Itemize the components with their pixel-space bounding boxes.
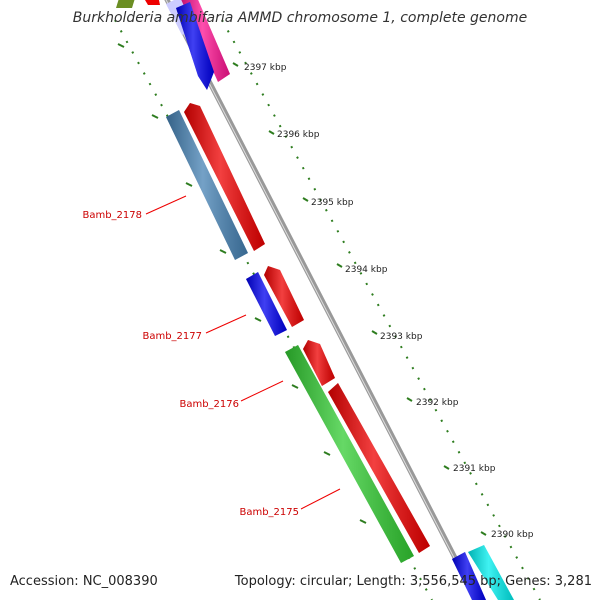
gene-green <box>285 345 414 563</box>
tick-label: 2392 kbp <box>416 398 459 408</box>
tick-labels: 2397 kbp 2396 kbp 2395 kbp 2394 kbp 2393… <box>244 63 534 540</box>
summary-text: Topology: circular; Length: 3,556,545 bp… <box>234 574 592 589</box>
gene-blue-2 <box>246 272 287 336</box>
gene-red-2 <box>264 266 304 327</box>
gene-leaders <box>145 195 341 510</box>
gene-label-bamb-2175: Bamb_2175 <box>239 507 299 518</box>
gene-label-bamb-2176: Bamb_2176 <box>179 399 239 410</box>
tick-label: 2394 kbp <box>345 265 388 275</box>
tick-label: 2391 kbp <box>453 464 496 474</box>
tick-label: 2397 kbp <box>244 63 287 73</box>
gene-cyan <box>468 545 514 600</box>
gene-red-3 <box>303 340 335 386</box>
tick-label: 2390 kbp <box>491 530 534 540</box>
gene-olive <box>116 0 135 8</box>
map-title: Burkholderia ambifaria AMMD chromosome 1… <box>72 10 528 26</box>
accession-text: Accession: NC_008390 <box>10 574 158 589</box>
gene-red-1 <box>184 103 265 251</box>
gene-label-bamb-2177: Bamb_2177 <box>142 331 202 342</box>
gene-steelblue <box>166 110 248 260</box>
gene-red-top <box>145 0 160 5</box>
tick-label: 2395 kbp <box>311 198 354 208</box>
major-ticks <box>232 62 487 536</box>
tick-label: 2396 kbp <box>277 130 320 140</box>
gene-blue-top <box>176 2 214 90</box>
gene-blue-bottom <box>452 552 486 600</box>
backbone <box>164 0 480 600</box>
gene-label-bamb-2178: Bamb_2178 <box>82 210 142 221</box>
gene-labels: Bamb_2178 Bamb_2177 Bamb_2176 Bamb_2175 <box>82 210 299 518</box>
gene-red-4 <box>328 383 430 553</box>
tick-label: 2393 kbp <box>380 332 423 342</box>
inner-major-ticks <box>117 43 367 524</box>
